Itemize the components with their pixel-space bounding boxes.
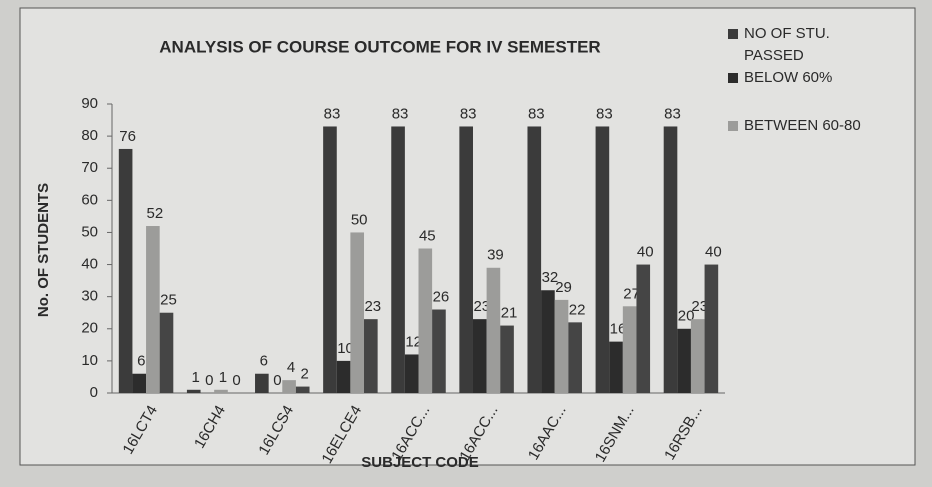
legend-swatch [728,121,738,131]
y-tick-label: 40 [81,256,98,273]
data-label: 26 [433,288,450,305]
bar [459,126,473,393]
data-label: 16 [610,321,627,338]
data-label: 0 [273,372,281,389]
data-label: 29 [555,279,572,296]
data-label: 0 [205,372,213,389]
data-label: 20 [678,308,695,325]
bar [255,373,269,393]
bar [486,267,501,393]
bar [132,373,147,393]
bar [690,319,705,393]
data-label: 25 [160,292,177,309]
y-tick-label: 20 [81,320,98,337]
bar [404,354,419,393]
data-label: 76 [119,128,136,145]
legend-label: NO OF STU. PASSED [744,25,830,64]
data-label: 83 [392,105,409,122]
bar [541,290,555,393]
data-label: 0 [232,372,240,389]
data-label: 83 [460,105,477,122]
bar [432,309,446,393]
data-label: 23 [691,298,708,315]
bar [391,126,405,393]
bar [159,312,174,393]
bar [609,341,623,393]
bar [663,126,678,393]
data-label: 45 [419,227,436,244]
data-label: 23 [473,298,490,315]
data-label: 27 [623,285,640,302]
data-label: 83 [324,105,341,122]
y-tick-label: 30 [81,288,98,305]
data-label: 21 [501,305,518,322]
bar [527,126,542,393]
bar [595,126,610,393]
y-tick-label: 80 [81,127,98,144]
data-label: 40 [637,244,654,261]
y-tick-label: 60 [81,191,98,208]
bar [418,248,433,393]
bar [622,306,637,393]
x-axis-title: SUBJECT CODE [361,454,479,471]
bar [704,264,719,393]
bar [146,226,160,393]
data-label: 6 [137,353,145,370]
data-label: 12 [405,333,422,350]
bar [364,319,378,393]
y-tick-label: 10 [81,352,98,369]
legend-swatch [728,73,738,83]
chart-title: ANALYSIS OF COURSE OUTCOME FOR IV SEMEST… [159,37,600,56]
data-label: 4 [287,359,295,376]
bar [295,386,310,393]
bar [214,389,228,393]
bar [323,126,337,393]
bar [282,380,296,393]
bar [568,322,582,393]
data-label: 1 [219,369,227,386]
data-label: 2 [301,366,309,383]
bar [636,264,651,393]
data-label: 23 [364,298,381,315]
data-label: 1 [192,369,200,386]
y-tick-label: 90 [81,95,98,112]
bar [500,325,514,393]
data-label: 52 [147,205,164,222]
data-label: 6 [260,353,268,370]
y-tick-label: 70 [81,159,98,176]
bar [350,232,365,393]
legend-swatch [728,29,738,39]
data-label: 83 [596,105,613,122]
legend-label: BELOW 60% [744,69,832,86]
bar [186,389,201,393]
bar [472,319,487,393]
data-label: 83 [528,105,545,122]
bar [118,148,133,393]
bar [677,328,691,393]
y-tick-label: 0 [90,384,98,401]
data-label: 32 [542,269,559,286]
data-label: 83 [664,105,681,122]
bar [336,360,351,393]
data-label: 10 [337,340,354,357]
data-label: 50 [351,211,368,228]
y-axis-title: No. OF STUDENTS [35,183,52,317]
y-tick-label: 50 [81,223,98,240]
data-label: 40 [705,244,722,261]
data-label: 22 [569,301,586,318]
legend-label: BETWEEN 60-80 [744,117,861,134]
bar [554,299,569,393]
data-label: 39 [487,247,504,264]
